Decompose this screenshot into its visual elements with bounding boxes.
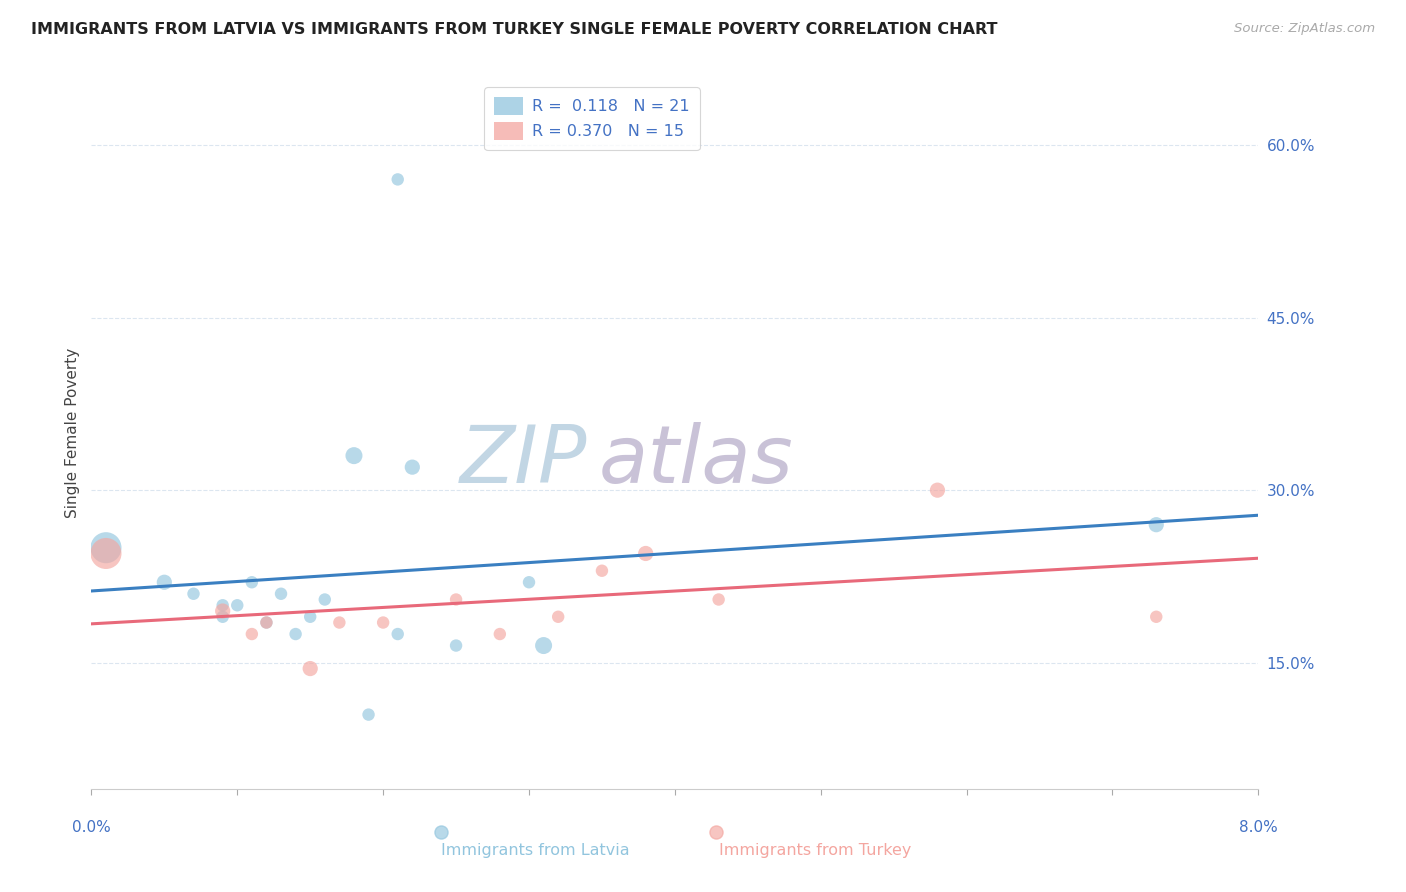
Point [256, 615, 278, 630]
Point [226, 599, 249, 613]
Point [444, 592, 467, 607]
Point [489, 627, 512, 641]
Point [343, 449, 366, 463]
Point [387, 172, 409, 186]
Text: Immigrants from Turkey: Immigrants from Turkey [718, 843, 911, 858]
Point [634, 546, 657, 560]
Point [533, 639, 555, 653]
Point [1144, 609, 1167, 624]
Point [94, 541, 117, 555]
Y-axis label: Single Female Poverty: Single Female Poverty [65, 348, 80, 517]
Text: ZIP: ZIP [460, 422, 588, 500]
Point [1144, 517, 1167, 532]
Text: atlas: atlas [599, 422, 794, 500]
Point [284, 627, 307, 641]
Point [211, 604, 233, 618]
Point [328, 615, 350, 630]
Point [387, 627, 409, 641]
Point [299, 662, 322, 676]
Text: Immigrants from Latvia: Immigrants from Latvia [440, 843, 628, 858]
Point [927, 483, 949, 498]
Point [270, 587, 292, 601]
Point [314, 592, 336, 607]
Point [707, 592, 730, 607]
Text: IMMIGRANTS FROM LATVIA VS IMMIGRANTS FROM TURKEY SINGLE FEMALE POVERTY CORRELATI: IMMIGRANTS FROM LATVIA VS IMMIGRANTS FRO… [31, 22, 997, 37]
Text: 8.0%: 8.0% [1239, 820, 1278, 835]
Point [299, 609, 322, 624]
Text: Source: ZipAtlas.com: Source: ZipAtlas.com [1234, 22, 1375, 36]
Point [401, 460, 423, 475]
Point [211, 599, 233, 613]
Point [153, 575, 176, 590]
Point [517, 575, 540, 590]
Point [371, 615, 394, 630]
Point [183, 587, 205, 601]
Point [256, 615, 278, 630]
Point [591, 564, 613, 578]
Point [240, 575, 263, 590]
Text: 0.0%: 0.0% [72, 820, 111, 835]
Point [444, 639, 467, 653]
Legend: R =  0.118   N = 21, R = 0.370   N = 15: R = 0.118 N = 21, R = 0.370 N = 15 [485, 87, 700, 150]
Point [94, 546, 117, 560]
Point [547, 609, 569, 624]
Point [240, 627, 263, 641]
Point [357, 707, 380, 722]
Point [211, 609, 233, 624]
